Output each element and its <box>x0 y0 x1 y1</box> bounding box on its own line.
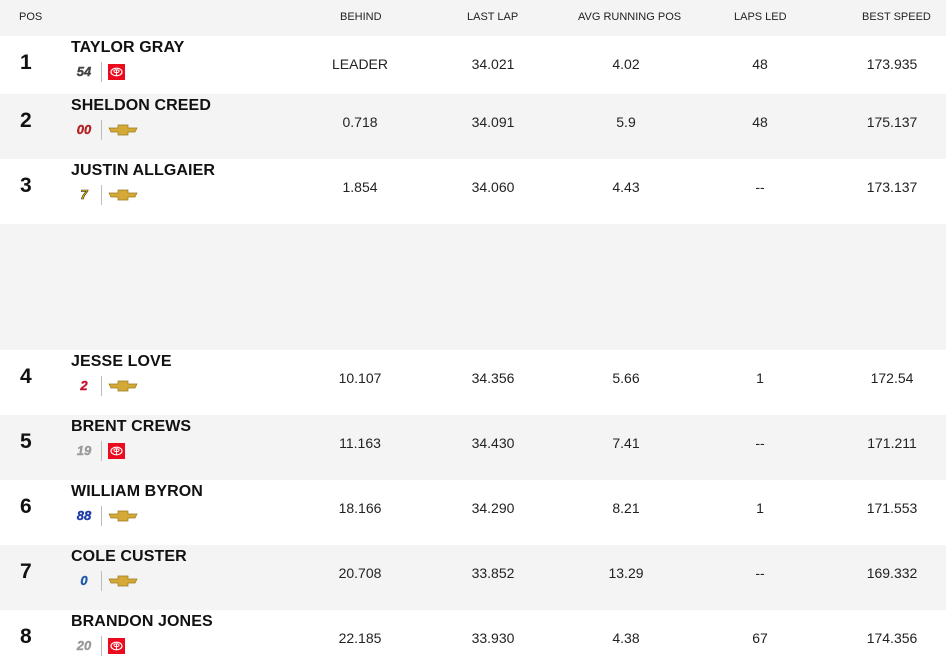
chevrolet-icon <box>108 573 138 589</box>
laps-led-value: 48 <box>752 114 768 130</box>
column-header-best-speed[interactable]: BEST SPEED <box>862 11 931 23</box>
position-number: 7 <box>20 560 32 583</box>
behind-value: 0.718 <box>342 114 378 130</box>
last-lap-value: 33.930 <box>471 630 515 646</box>
chevrolet-icon <box>108 378 138 394</box>
best-speed-value: 175.137 <box>866 114 918 130</box>
behind-value: 22.185 <box>338 630 382 646</box>
table-row[interactable]: 3 JUSTIN ALLGAIER 7 1.854 34.060 4.43 -- 173.13… <box>0 159 946 224</box>
position-number: 6 <box>20 495 32 518</box>
best-speed-value: 173.935 <box>866 56 918 72</box>
car-number-badge: 0 <box>80 573 88 588</box>
chevrolet-icon <box>108 122 138 138</box>
avg-running-pos-value: 7.41 <box>612 435 640 451</box>
avg-running-pos-value: 5.66 <box>612 370 640 386</box>
ad-space-gap <box>0 224 946 350</box>
car-number-badge: 19 <box>76 443 92 458</box>
table-row[interactable]: 1 TAYLOR GRAY 54 LEADER 34.021 4.02 48 173.935 <box>0 36 946 101</box>
avg-running-pos-value: 4.43 <box>612 179 640 195</box>
column-header-pos[interactable]: POS <box>19 11 43 23</box>
position-number: 2 <box>20 109 32 132</box>
best-speed-value: 172.54 <box>870 370 914 386</box>
column-header-last-lap[interactable]: LAST LAP <box>467 11 519 23</box>
car-info-divider <box>101 62 102 82</box>
car-info-divider <box>101 120 102 140</box>
best-speed-value: 171.211 <box>867 435 917 451</box>
position-number: 3 <box>20 174 32 197</box>
car-info-divider <box>101 506 102 526</box>
results-table-header: POS BEHIND LAST LAP AVG RUNNING POS LAPS… <box>0 0 946 36</box>
last-lap-value: 34.430 <box>471 435 515 451</box>
driver-name[interactable]: BRENT CREWS <box>71 418 192 435</box>
table-row[interactable]: 5 BRENT CREWS 19 11.163 34.430 7.41 -- 171.211 <box>0 415 946 480</box>
car-info-divider <box>101 636 102 656</box>
avg-running-pos-value: 4.02 <box>612 56 640 72</box>
car-number-badge: 00 <box>76 122 92 137</box>
last-lap-value: 33.852 <box>471 565 515 581</box>
car-info-divider <box>101 571 102 591</box>
car-number-badge: 88 <box>76 508 92 523</box>
last-lap-value: 34.021 <box>471 56 515 72</box>
avg-running-pos-value: 8.21 <box>612 500 640 516</box>
avg-running-pos-value: 5.9 <box>616 114 636 130</box>
toyota-icon <box>108 64 127 80</box>
driver-name[interactable]: TAYLOR GRAY <box>71 39 185 56</box>
table-row[interactable]: 7 COLE CUSTER 0 20.708 33.852 13.29 -- 169.332 <box>0 545 946 610</box>
behind-value: 10.107 <box>338 370 382 386</box>
car-info-divider <box>101 376 102 396</box>
laps-led-value: 48 <box>752 56 768 72</box>
table-row[interactable]: 8 BRANDON JONES 20 22.185 33.930 4.38 67 174.35… <box>0 610 946 664</box>
toyota-icon <box>108 638 127 654</box>
driver-name[interactable]: SHELDON CREED <box>71 97 211 114</box>
laps-led-value: 1 <box>756 500 764 516</box>
laps-led-value: -- <box>755 565 765 581</box>
position-number: 4 <box>20 365 32 388</box>
position-number: 1 <box>20 51 32 74</box>
car-number-badge: 2 <box>80 378 88 393</box>
last-lap-value: 34.290 <box>471 500 515 516</box>
driver-name[interactable]: COLE CUSTER <box>71 548 187 565</box>
car-info-divider <box>101 441 102 461</box>
table-row[interactable]: 6 WILLIAM BYRON 88 18.166 34.290 8.21 1 171.553 <box>0 480 946 545</box>
column-header-behind[interactable]: BEHIND <box>340 11 382 23</box>
laps-led-value: -- <box>755 435 765 451</box>
best-speed-value: 171.553 <box>866 500 918 516</box>
toyota-icon <box>108 443 127 459</box>
last-lap-value: 34.060 <box>471 179 515 195</box>
chevrolet-icon <box>108 508 138 524</box>
driver-name[interactable]: WILLIAM BYRON <box>71 483 203 500</box>
position-number: 5 <box>20 430 32 453</box>
best-speed-value: 169.332 <box>866 565 918 581</box>
chevrolet-icon <box>108 187 138 203</box>
behind-value: 11.163 <box>339 435 381 451</box>
laps-led-value: 1 <box>756 370 764 386</box>
best-speed-value: 174.356 <box>866 630 918 646</box>
driver-name[interactable]: BRANDON JONES <box>71 613 213 630</box>
avg-running-pos-value: 4.38 <box>612 630 640 646</box>
position-number: 8 <box>20 625 32 648</box>
last-lap-value: 34.091 <box>471 114 515 130</box>
behind-value: 1.854 <box>342 179 378 195</box>
driver-name[interactable]: JUSTIN ALLGAIER <box>71 162 216 179</box>
behind-value: 20.708 <box>338 565 382 581</box>
behind-value: LEADER <box>331 56 389 72</box>
car-number-badge: 20 <box>76 638 92 653</box>
laps-led-value: -- <box>755 179 765 195</box>
column-header-avg-running-pos[interactable]: AVG RUNNING POS <box>578 11 682 23</box>
column-header-laps-led[interactable]: LAPS LED <box>734 11 787 23</box>
behind-value: 18.166 <box>338 500 382 516</box>
table-row[interactable]: 2 SHELDON CREED 00 0.718 34.091 5.9 48 175.137 <box>0 94 946 159</box>
table-row[interactable]: 4 JESSE LOVE 2 10.107 34.356 5.66 1 172.54 <box>0 350 946 415</box>
avg-running-pos-value: 13.29 <box>608 565 644 581</box>
car-number-badge: 7 <box>80 187 88 203</box>
driver-name[interactable]: JESSE LOVE <box>71 353 172 370</box>
last-lap-value: 34.356 <box>471 370 515 386</box>
car-info-divider <box>101 185 102 205</box>
car-number-badge: 54 <box>76 64 92 79</box>
best-speed-value: 173.137 <box>866 179 918 195</box>
laps-led-value: 67 <box>752 630 768 646</box>
